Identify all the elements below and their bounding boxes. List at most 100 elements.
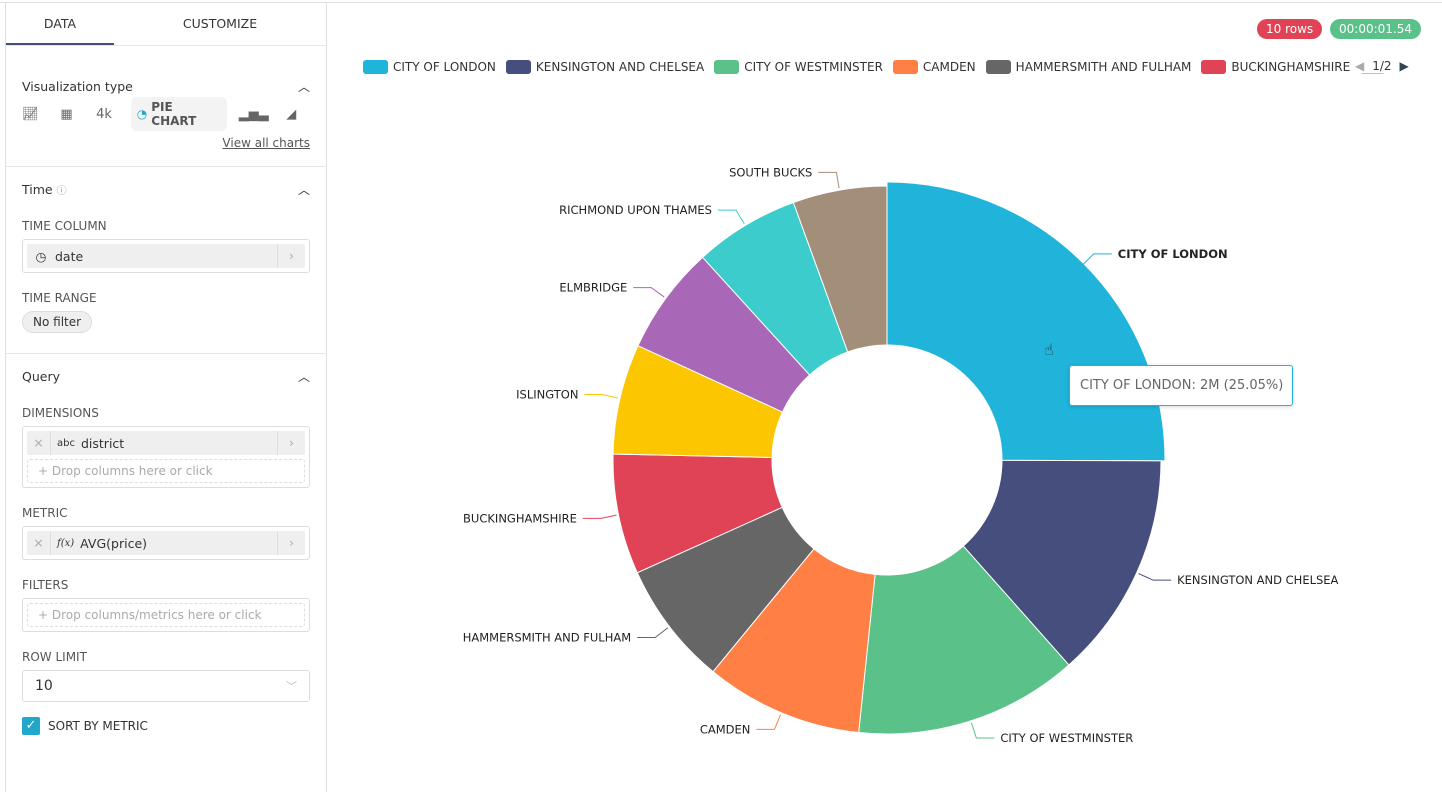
slice-label: SOUTH BUCKS bbox=[729, 165, 812, 179]
pie-slice[interactable] bbox=[792, 185, 888, 353]
pie-slice[interactable] bbox=[886, 181, 1166, 462]
chevron-right-icon[interactable]: › bbox=[277, 244, 305, 268]
chevron-down-icon: ﹀ bbox=[286, 680, 297, 693]
line-chart-icon[interactable]: 📈︎ bbox=[22, 106, 39, 122]
slice-label: ELMBRIDGE bbox=[559, 281, 627, 295]
label-leader-line bbox=[584, 394, 619, 399]
metric-label: METRIC bbox=[22, 506, 68, 520]
legend-swatch bbox=[363, 60, 388, 74]
slice-label: KENSINGTON AND CHELSEA bbox=[1177, 573, 1338, 587]
slice-label: CITY OF WESTMINSTER bbox=[1000, 731, 1133, 745]
time-title: Time bbox=[22, 181, 53, 197]
viz-type-header[interactable]: Visualization type ︿ bbox=[22, 46, 310, 126]
remove-icon[interactable]: × bbox=[27, 531, 51, 555]
bar-chart-icon[interactable]: ▂▅▃ bbox=[238, 106, 269, 122]
legend-item[interactable]: CAMDEN bbox=[892, 60, 976, 74]
legend-label: BUCKINGHAMSHIRE bbox=[1231, 60, 1351, 74]
filters-field: + Drop columns/metrics here or click bbox=[22, 598, 310, 632]
filters-placeholder: Drop columns/metrics here or click bbox=[51, 608, 262, 622]
label-leader-line bbox=[1082, 253, 1112, 266]
dimensions-field: × abc district › + Drop columns here or cli… bbox=[22, 426, 310, 488]
remove-icon[interactable]: × bbox=[27, 431, 51, 455]
query-header[interactable]: Query ︿ bbox=[22, 354, 310, 398]
query-title: Query bbox=[22, 368, 60, 384]
table-icon[interactable]: ▦ bbox=[60, 106, 73, 122]
time-range-label: TIME RANGE bbox=[22, 291, 97, 305]
time-column-field[interactable]: ◷ date › bbox=[22, 239, 310, 273]
viz-type-options: 📈︎ ▦ 4k ◔ PIE CHART ▂▅▃ ◢ bbox=[22, 97, 310, 131]
top-border bbox=[0, 2, 1442, 3]
query-section: Query ︿ DIMENSIONS × abc district › + Drop … bbox=[6, 354, 326, 735]
chevron-right-icon[interactable]: › bbox=[277, 531, 305, 555]
legend-label: HAMMERSMITH AND FULHAM bbox=[1015, 60, 1192, 74]
time-range-button[interactable]: No filter bbox=[22, 311, 93, 333]
viz-type-title: Visualization type bbox=[22, 78, 133, 94]
pie-slice[interactable] bbox=[636, 506, 815, 673]
chart-legend: CITY OF LONDON KENSINGTON AND CHELSEA CITY… bbox=[363, 60, 1400, 74]
label-leader-line bbox=[756, 714, 782, 730]
info-icon[interactable]: ⓘ bbox=[56, 185, 67, 197]
legend-page: 1/2 bbox=[1372, 59, 1392, 73]
chevron-up-icon[interactable]: ︿ bbox=[297, 79, 310, 94]
legend-swatch bbox=[714, 60, 740, 74]
label-leader-line bbox=[582, 514, 617, 519]
viz-type-section: Visualization type ︿ 📈︎ ▦ 4k ◔ PIE CHART … bbox=[6, 46, 326, 167]
legend-next-icon[interactable]: ▶ bbox=[1399, 59, 1409, 73]
pie-slice[interactable] bbox=[712, 548, 876, 734]
hand-cursor-icon: ☝ bbox=[1044, 340, 1054, 359]
pie-slice[interactable] bbox=[858, 545, 1070, 735]
metric-pill[interactable]: × f(x) AVG(price) › bbox=[27, 531, 305, 555]
legend-item[interactable]: HAMMERSMITH AND FULHAM bbox=[985, 60, 1192, 74]
dimension-value: district bbox=[80, 435, 125, 451]
view-all-charts-link[interactable]: View all charts bbox=[222, 136, 310, 150]
chart-tooltip: CITY OF LONDON: 2M (25.05%) bbox=[1069, 365, 1293, 406]
dimensions-label: DIMENSIONS bbox=[22, 406, 99, 420]
legend-swatch bbox=[892, 60, 918, 74]
big-number-button[interactable]: 4k bbox=[96, 106, 112, 122]
pie-chart-button[interactable]: ◔ PIE CHART bbox=[130, 97, 227, 131]
legend-item[interactable]: CITY OF WESTMINSTER bbox=[714, 60, 883, 74]
pie-chart-icon: ◔ bbox=[136, 107, 148, 121]
dimensions-dropzone[interactable]: + Drop columns here or click bbox=[27, 459, 305, 483]
function-icon: f(x) bbox=[57, 537, 75, 549]
row-limit-value: 10 bbox=[35, 678, 53, 694]
label-leader-line bbox=[717, 209, 745, 225]
legend-item[interactable]: BUCKINGHAMSHIRE bbox=[1201, 60, 1350, 74]
chevron-up-icon[interactable]: ︿ bbox=[297, 182, 310, 197]
tab-customize[interactable]: CUSTOMIZE bbox=[182, 16, 258, 31]
pie-slice[interactable] bbox=[612, 453, 783, 574]
dimensions-placeholder: Drop columns here or click bbox=[51, 464, 213, 478]
legend-swatch bbox=[505, 60, 531, 74]
area-chart-icon[interactable]: ◢ bbox=[286, 106, 297, 122]
legend-item[interactable]: CITY OF LONDON bbox=[363, 60, 496, 74]
time-column-label: TIME COLUMN bbox=[22, 219, 107, 233]
time-section: Time ⓘ ︿ TIME COLUMN ◷ date › TIME RANGE N… bbox=[6, 167, 326, 354]
filters-dropzone[interactable]: + Drop columns/metrics here or click bbox=[27, 603, 305, 627]
checkmark-icon: ✓ bbox=[22, 717, 40, 735]
pie-slice[interactable] bbox=[637, 256, 811, 413]
chevron-up-icon[interactable]: ︿ bbox=[297, 369, 310, 384]
slice-label: ISLINGTON bbox=[516, 388, 578, 402]
pie-chart-label: PIE CHART bbox=[151, 100, 197, 128]
slice-label: RICHMOND UPON THAMES bbox=[559, 203, 712, 217]
sort-by-metric-label: SORT BY METRIC bbox=[48, 719, 148, 733]
filters-label: FILTERS bbox=[22, 578, 69, 592]
legend-prev-icon[interactable]: ◀ bbox=[1355, 59, 1365, 73]
plus-icon: + bbox=[38, 608, 52, 622]
pie-slice[interactable] bbox=[612, 345, 784, 458]
dimension-pill[interactable]: × abc district › bbox=[27, 431, 305, 455]
row-limit-select[interactable]: 10 ﹀ bbox=[22, 670, 310, 702]
label-leader-line bbox=[1138, 573, 1172, 581]
pie-slice[interactable] bbox=[701, 201, 849, 376]
query-time-badge: 00:00:01.54 bbox=[1330, 19, 1421, 39]
pie-slice[interactable] bbox=[962, 459, 1162, 666]
sort-by-metric-checkbox[interactable]: ✓ SORT BY METRIC bbox=[22, 717, 310, 735]
legend-label: CITY OF WESTMINSTER bbox=[744, 60, 883, 74]
time-header[interactable]: Time ⓘ ︿ bbox=[22, 167, 310, 211]
time-column-value: date bbox=[55, 248, 84, 264]
panel-tabs: DATA CUSTOMIZE bbox=[6, 3, 326, 46]
label-leader-line bbox=[818, 171, 840, 189]
legend-item[interactable]: KENSINGTON AND CHELSEA bbox=[505, 60, 704, 74]
chevron-right-icon[interactable]: › bbox=[277, 431, 305, 455]
tab-data[interactable]: DATA bbox=[6, 3, 114, 45]
